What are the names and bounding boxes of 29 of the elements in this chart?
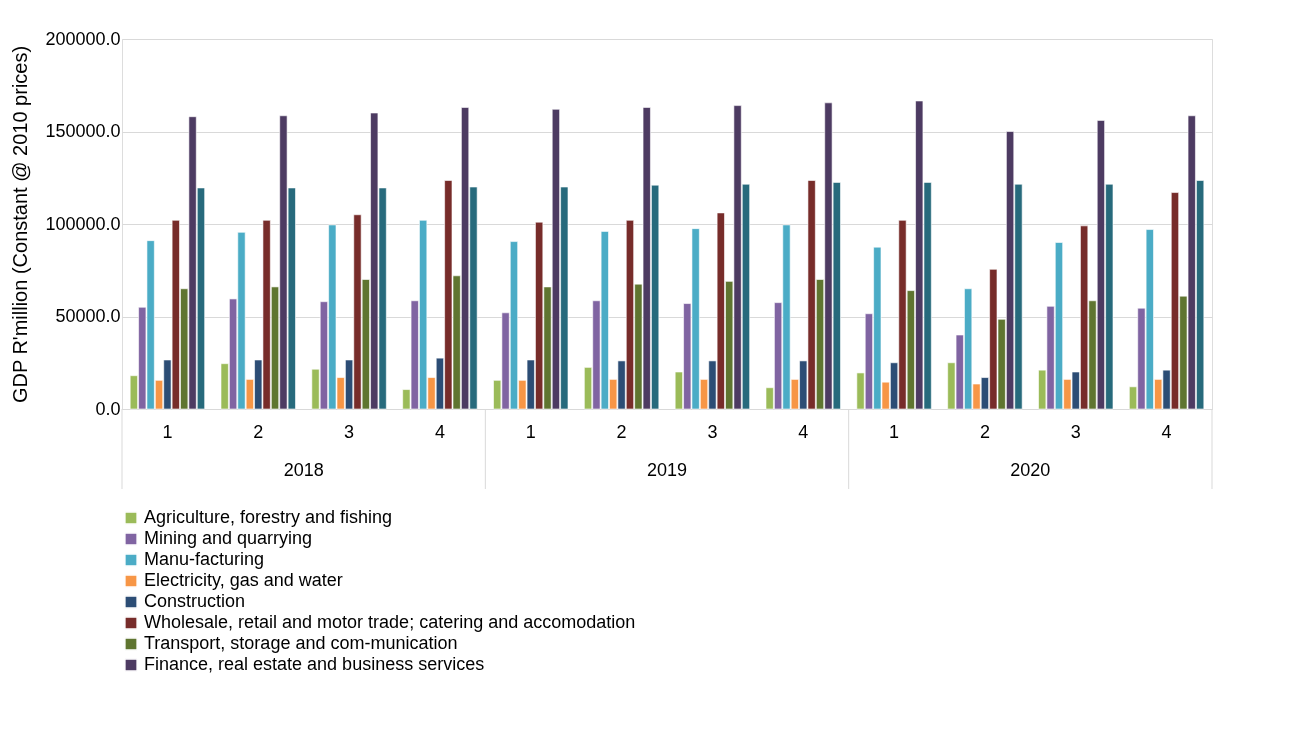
legend-label: Electricity, gas and water	[144, 570, 343, 590]
legend-label: Manu-facturing	[144, 549, 265, 569]
x-tick-label: 1	[162, 421, 173, 442]
x-tick-label: 1	[525, 421, 536, 442]
x-tick-label: 4	[434, 421, 445, 442]
y-tick-label: 100000.0	[45, 213, 121, 234]
legend-label: Construction	[144, 591, 246, 611]
x-tick-label: 2	[253, 421, 264, 442]
text: 2020	[1010, 460, 1051, 480]
legend-label: Mining and quarrying	[144, 528, 313, 548]
y-axis-title: GDP R'million (Constant @ 2010 prices)	[9, 45, 32, 404]
x-tick-label: 3	[707, 421, 718, 442]
text: 2018	[283, 460, 324, 480]
text: 2019	[646, 460, 688, 480]
legend-label: Agriculture, forestry and fishing	[144, 507, 393, 527]
x-tick-label: 3	[1070, 421, 1081, 442]
legend-label: Transport, storage and com-munication	[144, 633, 458, 653]
y-tick-label: 0.0	[95, 398, 121, 419]
x-tick-label: 2	[616, 421, 627, 442]
legend-label: Wholesale, retail and motor trade; catering and accomodation	[144, 612, 636, 632]
y-tick-label: 150000.0	[45, 121, 121, 141]
x-tick-label: 1	[889, 421, 900, 442]
y-tick-label: 200000.0	[45, 28, 121, 49]
legend-label: Finance, real estate and business services	[144, 654, 485, 674]
x-tick-label: 3	[344, 421, 355, 442]
x-tick-label: 2	[979, 421, 990, 442]
x-tick-label: 4	[1161, 421, 1172, 442]
y-tick-label: 50000.0	[55, 306, 121, 326]
x-tick-label: 4	[798, 421, 809, 442]
